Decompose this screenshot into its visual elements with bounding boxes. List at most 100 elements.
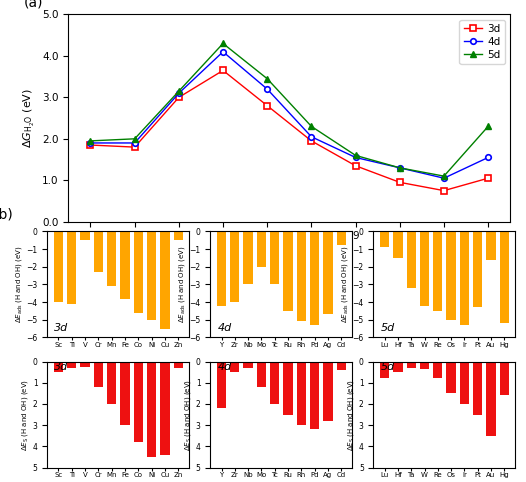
Y-axis label: $\Delta E_{\mathrm{S}}$ (H and OH) (eV): $\Delta E_{\mathrm{S}}$ (H and OH) (eV) [346, 378, 356, 451]
5d [220, 40, 226, 46]
Text: (a): (a) [24, 0, 44, 9]
Bar [217, 231, 226, 306]
5d [176, 88, 182, 94]
3d [220, 67, 226, 73]
Bar [257, 231, 266, 267]
Bar [80, 231, 90, 240]
3d [132, 144, 138, 150]
Text: 5d: 5d [380, 323, 395, 333]
Bar [174, 231, 183, 240]
Bar [67, 231, 76, 304]
Text: (b): (b) [0, 208, 13, 222]
5d [397, 165, 403, 171]
5d [308, 123, 315, 129]
Bar [94, 231, 103, 272]
Bar [284, 231, 293, 311]
Bar [393, 231, 402, 258]
Bar [323, 231, 332, 314]
Bar [460, 231, 469, 325]
5d [132, 136, 138, 142]
5d [441, 173, 447, 179]
Bar [94, 362, 103, 387]
Bar [134, 362, 143, 442]
3d [87, 142, 94, 148]
Bar [160, 362, 169, 455]
Bar [337, 362, 346, 370]
Bar [230, 231, 239, 302]
3d [176, 94, 182, 100]
4d [308, 134, 315, 140]
Text: 4d: 4d [218, 323, 232, 333]
Bar [134, 231, 143, 313]
Bar [447, 362, 456, 393]
Y-axis label: $\Delta E_{\mathrm{ads}}$ (H and OH) (eV): $\Delta E_{\mathrm{ads}}$ (H and OH) (eV… [340, 245, 350, 323]
Line: 3d: 3d [88, 67, 491, 193]
3d [397, 179, 403, 185]
3d [264, 103, 270, 108]
Y-axis label: $\Delta E_{\mathrm{S}}$ (H and OH) (eV): $\Delta E_{\mathrm{S}}$ (H and OH) (eV) [183, 378, 193, 451]
Bar [500, 231, 509, 323]
Bar [297, 362, 306, 425]
Bar [284, 362, 293, 415]
Bar [433, 231, 442, 311]
Y-axis label: $\Delta E_{\mathrm{ads}}$ (H and OH) (eV): $\Delta E_{\mathrm{ads}}$ (H and OH) (eV… [177, 245, 187, 323]
Bar [487, 362, 495, 436]
Bar [67, 362, 76, 368]
Bar [147, 362, 156, 457]
Bar [310, 231, 319, 325]
Bar [473, 231, 482, 308]
Bar [270, 362, 279, 404]
Bar [473, 362, 482, 415]
Bar [120, 231, 130, 298]
3d [308, 138, 315, 144]
Bar [257, 362, 266, 387]
Bar [337, 231, 346, 245]
4d [397, 165, 403, 171]
Bar [460, 362, 469, 404]
Bar [270, 231, 279, 284]
Text: 3d: 3d [55, 362, 69, 372]
Bar [54, 362, 63, 372]
5d [264, 76, 270, 81]
Line: 5d: 5d [87, 40, 491, 179]
4d [485, 155, 491, 161]
Bar [160, 231, 169, 329]
Y-axis label: $\Delta E_{\mathrm{ads}}$ (H and OH) (eV): $\Delta E_{\mathrm{ads}}$ (H and OH) (eV… [14, 245, 24, 323]
4d [352, 155, 359, 161]
Bar [380, 231, 389, 247]
X-axis label: Group: Group [272, 247, 306, 257]
4d [220, 49, 226, 54]
Bar [244, 231, 253, 284]
3d [441, 187, 447, 193]
Text: 5d: 5d [380, 362, 395, 372]
Legend: 3d, 4d, 5d: 3d, 4d, 5d [460, 20, 505, 64]
Bar [107, 362, 116, 404]
Bar [107, 231, 116, 286]
4d [87, 140, 94, 146]
Bar [244, 362, 253, 368]
Bar [297, 231, 306, 321]
4d [264, 86, 270, 92]
Bar [407, 231, 416, 288]
Bar [380, 362, 389, 378]
5d [352, 152, 359, 158]
Bar [393, 362, 402, 372]
Line: 4d: 4d [88, 49, 491, 181]
Bar [447, 231, 456, 320]
3d [352, 163, 359, 169]
Bar [420, 362, 429, 369]
Y-axis label: $\Delta G_{\mathrm{H_2O}}$ (eV): $\Delta G_{\mathrm{H_2O}}$ (eV) [22, 88, 37, 148]
4d [441, 175, 447, 181]
Bar [310, 362, 319, 429]
Bar [54, 231, 63, 302]
Bar [487, 231, 495, 260]
Text: 4d: 4d [218, 362, 232, 372]
Y-axis label: $\Delta E_{\mathrm{S}}$ (H and OH) (eV): $\Delta E_{\mathrm{S}}$ (H and OH) (eV) [20, 378, 30, 451]
Text: 3d: 3d [55, 323, 69, 333]
4d [132, 140, 138, 146]
Bar [217, 362, 226, 408]
5d [485, 123, 491, 129]
Bar [120, 362, 130, 425]
5d [87, 138, 94, 144]
Bar [420, 231, 429, 306]
